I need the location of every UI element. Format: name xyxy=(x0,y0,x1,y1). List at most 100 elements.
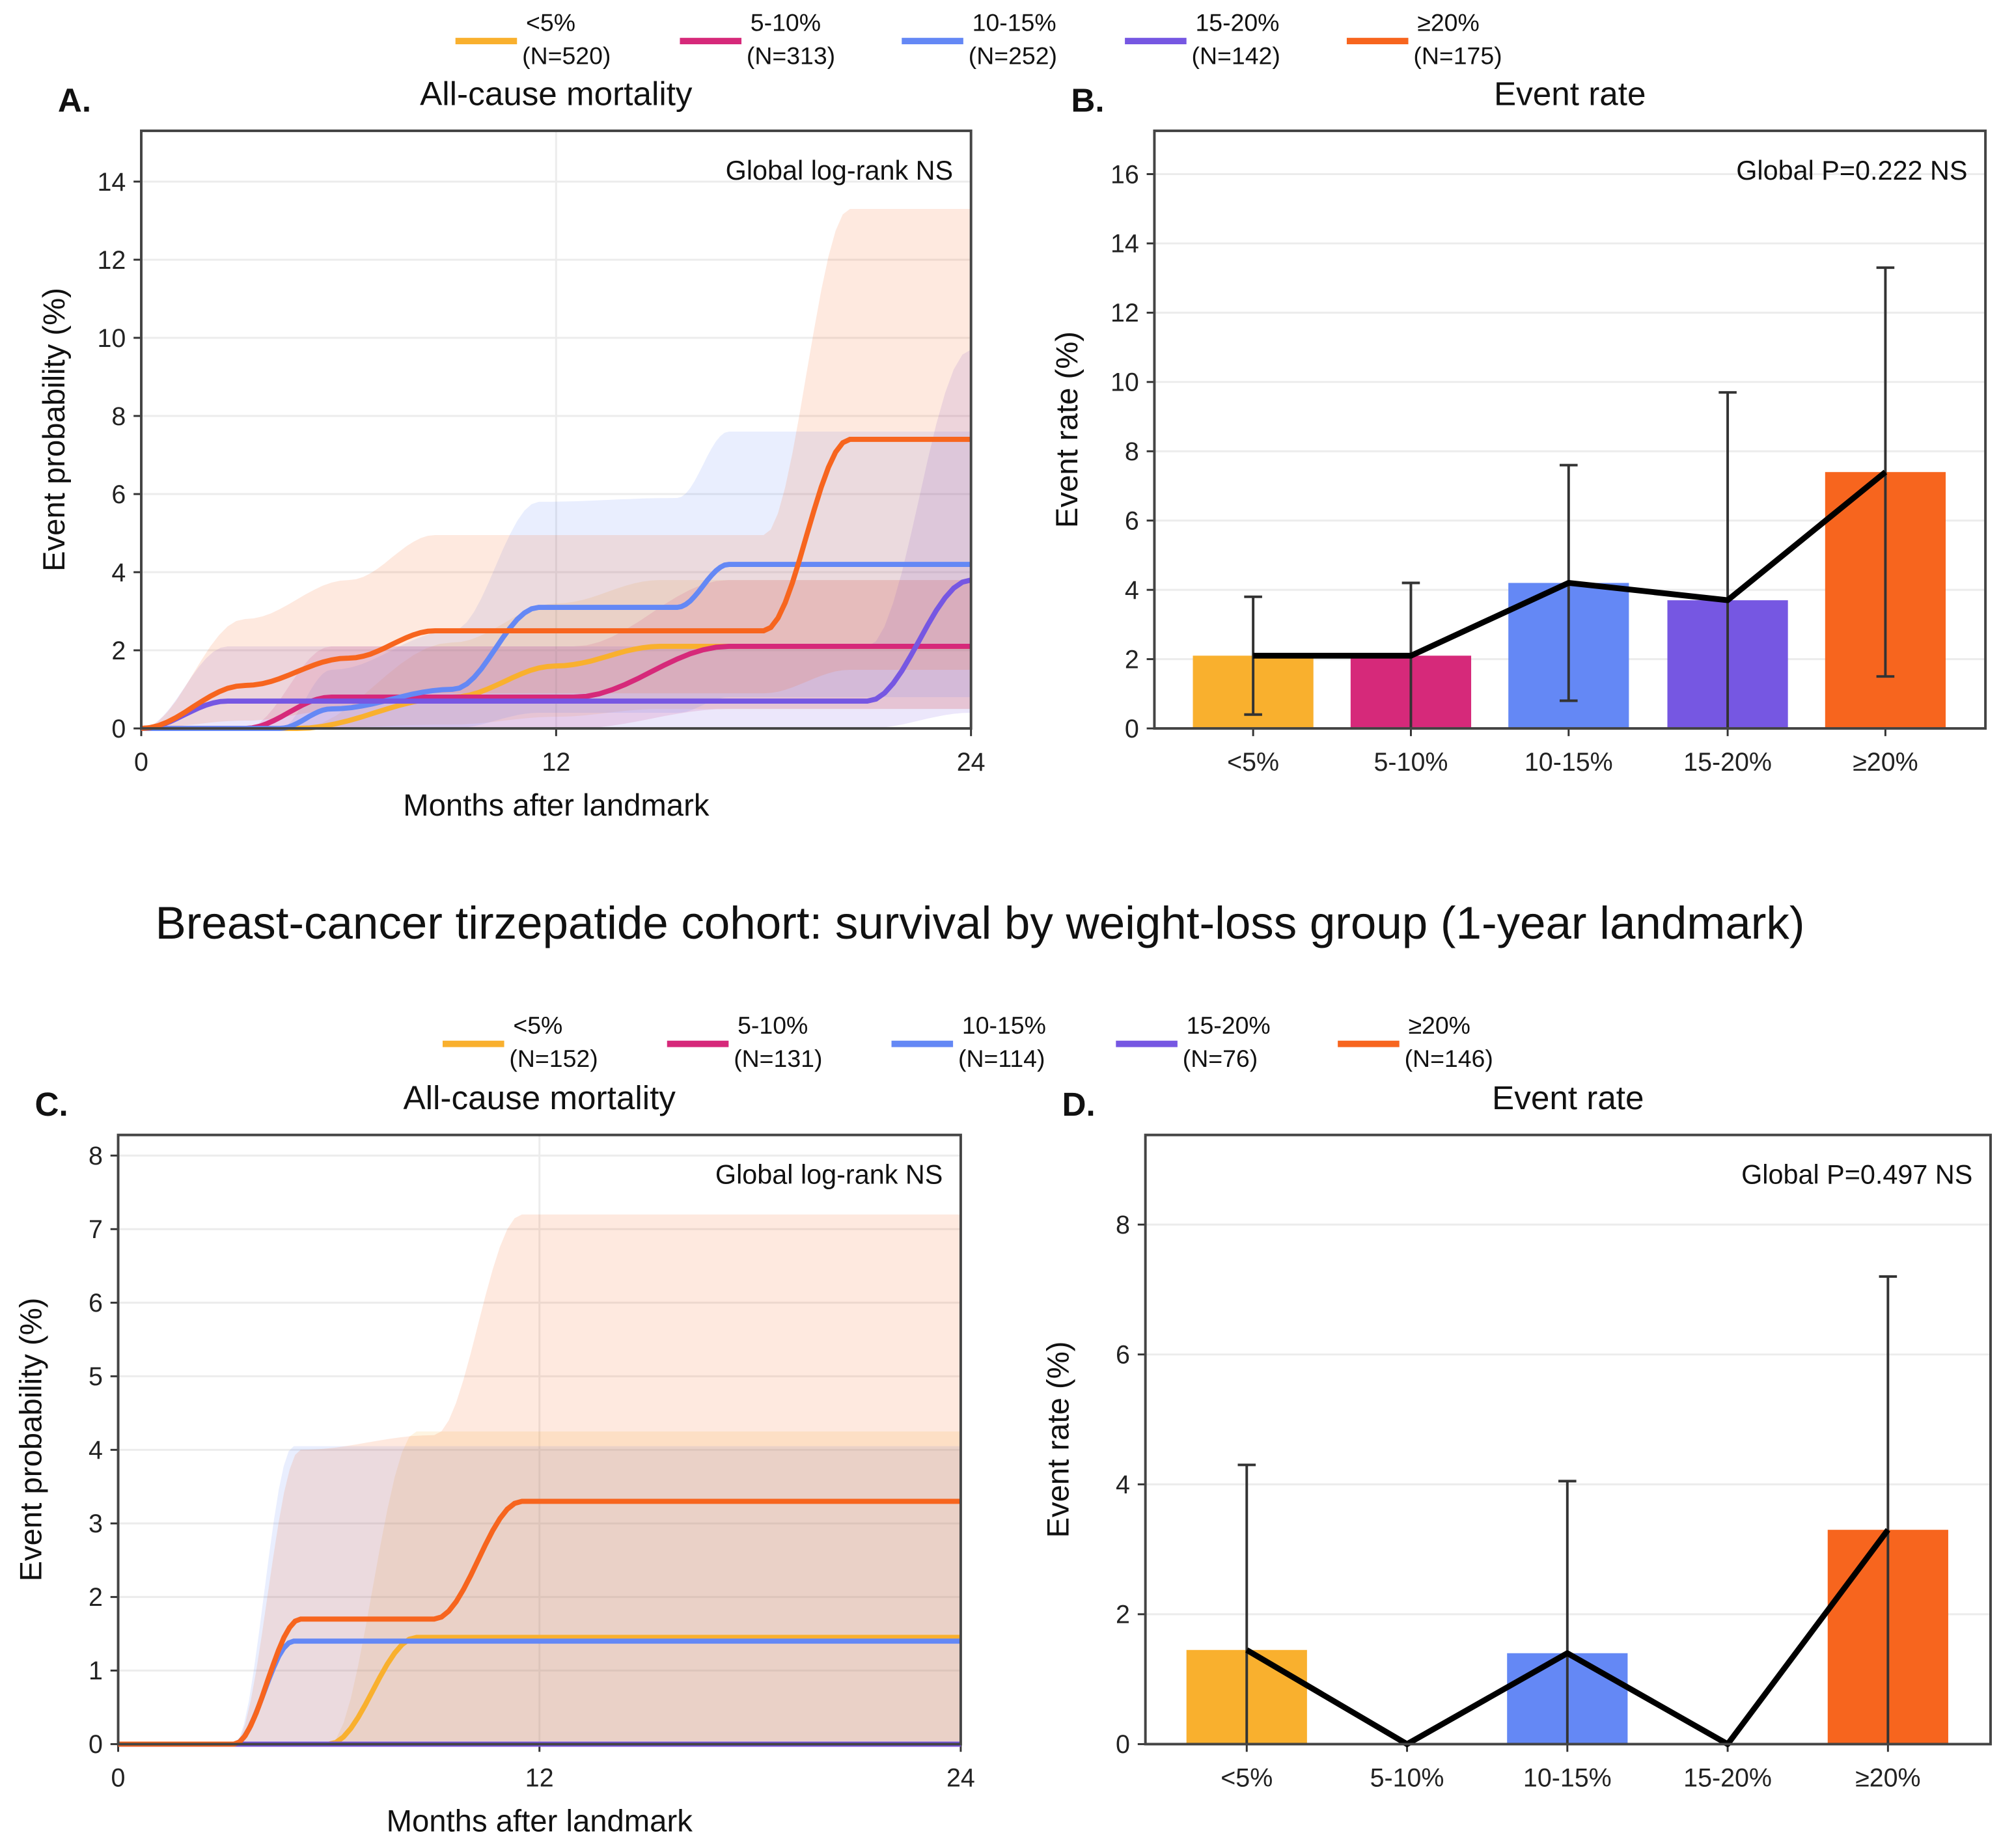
y-axis-label: Event rate (%) xyxy=(1050,331,1084,528)
y-tick-label: 0 xyxy=(89,1730,103,1759)
ci-band xyxy=(118,1431,961,1745)
ci-band xyxy=(141,580,971,729)
panel-b: 0 2 4 6 8 10 12 14 16 Event rate (%) Event rate B. <… xyxy=(1050,76,1987,777)
x-tick-label: <5% xyxy=(1227,748,1279,777)
y-tick-label: 6 xyxy=(89,1289,103,1317)
x-tick-label: <5% xyxy=(1221,1763,1273,1792)
ci-band xyxy=(141,580,971,729)
panel-letter: C. xyxy=(34,1086,68,1123)
y-tick-label: 14 xyxy=(98,168,126,197)
panel-letter: B. xyxy=(1071,81,1104,118)
x-tick-label: 0 xyxy=(111,1763,126,1792)
x-tick-label: 12 xyxy=(525,1763,554,1792)
y-tick-label: 10 xyxy=(1111,368,1139,397)
y-tick-label: 12 xyxy=(1111,299,1139,327)
legend-count: (N=520) xyxy=(522,42,611,70)
annotation: Global log-rank NS xyxy=(715,1159,943,1189)
y-tick-label: 8 xyxy=(1125,437,1139,466)
axes-frame xyxy=(1153,129,1987,730)
y-tick-label: 4 xyxy=(89,1436,103,1465)
x-tick-label: 24 xyxy=(946,1763,975,1792)
suptitle: Breast-cancer tirzepatide cohort: surviv… xyxy=(155,898,1804,949)
ci-band xyxy=(141,431,971,729)
ci-band xyxy=(118,1446,961,1745)
x-axis-label: Months after landmark xyxy=(403,788,710,823)
legend-label: 15-20% xyxy=(1187,1012,1271,1039)
y-tick-label: 8 xyxy=(1116,1211,1130,1239)
y-tick-label: 16 xyxy=(1111,160,1139,189)
x-tick-label: 10-15% xyxy=(1525,748,1613,777)
x-tick-label: 12 xyxy=(542,748,570,777)
x-tick-label: 5-10% xyxy=(1370,1763,1444,1792)
y-tick-label: 8 xyxy=(111,402,126,431)
trend-line xyxy=(1245,1528,1890,1747)
legend-count: (N=152) xyxy=(509,1045,598,1072)
y-tick-label: 3 xyxy=(89,1510,103,1538)
panel-letter: D. xyxy=(1062,1086,1096,1123)
y-tick-label: 6 xyxy=(1116,1341,1130,1370)
legend-label: 10-15% xyxy=(962,1012,1046,1039)
legend-count: (N=131) xyxy=(734,1045,822,1072)
legend-count: (N=175) xyxy=(1413,42,1502,70)
x-tick-label: 24 xyxy=(957,748,986,777)
x-tick-label: 15-20% xyxy=(1683,1763,1772,1792)
legend-label: <5% xyxy=(513,1012,562,1039)
x-tick-label: 10-15% xyxy=(1523,1763,1612,1792)
y-tick-label: 14 xyxy=(1111,230,1139,258)
panel-title: All-cause mortality xyxy=(404,1079,676,1116)
y-tick-label: 2 xyxy=(89,1583,103,1612)
legend-label: ≥20% xyxy=(1417,8,1479,36)
legend-count: (N=142) xyxy=(1192,42,1280,70)
y-tick-label: 5 xyxy=(89,1362,103,1391)
annotation: Global P=0.497 NS xyxy=(1741,1159,1972,1189)
y-tick-label: 6 xyxy=(1125,507,1139,536)
y-tick-label: 1 xyxy=(89,1657,103,1685)
legend-count: (N=146) xyxy=(1405,1045,1493,1072)
legend-label: 15-20% xyxy=(1195,8,1279,36)
legend-count: (N=252) xyxy=(969,42,1057,70)
panel-title: Event rate xyxy=(1492,1079,1644,1116)
y-axis-label: Event probability (%) xyxy=(14,1297,48,1581)
y-tick-label: 4 xyxy=(1125,576,1139,605)
y-tick-label: 0 xyxy=(1125,715,1139,743)
x-tick-label: ≥20% xyxy=(1853,748,1918,777)
legend-label: 5-10% xyxy=(738,1012,808,1039)
legend-label: 10-15% xyxy=(973,8,1056,36)
legend-label: ≥20% xyxy=(1409,1012,1470,1039)
y-tick-label: 2 xyxy=(1125,645,1139,674)
x-tick-label: 0 xyxy=(134,748,148,777)
x-tick-label: ≥20% xyxy=(1855,1763,1920,1792)
legend-count: (N=313) xyxy=(747,42,835,70)
y-tick-label: 0 xyxy=(111,715,126,743)
series-line xyxy=(141,437,971,731)
y-tick-label: 4 xyxy=(111,559,126,587)
panel-title: All-cause mortality xyxy=(420,76,693,113)
axes-frame xyxy=(1144,1133,1992,1746)
y-tick-label: 7 xyxy=(89,1215,103,1244)
trend-line xyxy=(1253,469,1888,659)
x-axis-label: Months after landmark xyxy=(387,1804,693,1838)
y-tick-label: 4 xyxy=(1116,1470,1130,1499)
legend-count: (N=76) xyxy=(1183,1045,1258,1072)
y-tick-label: 12 xyxy=(98,246,126,275)
y-tick-label: 2 xyxy=(111,637,126,665)
y-axis-label: Event probability (%) xyxy=(37,288,72,572)
axes-frame xyxy=(140,129,973,730)
x-tick-label: 5-10% xyxy=(1374,748,1448,777)
legend-count: (N=114) xyxy=(958,1045,1045,1072)
x-tick-label: 15-20% xyxy=(1683,748,1772,777)
y-tick-label: 6 xyxy=(111,480,126,509)
y-tick-label: 10 xyxy=(98,324,126,353)
y-axis-label: Event rate (%) xyxy=(1041,1341,1075,1538)
annotation: Global log-rank NS xyxy=(726,156,953,186)
ci-band xyxy=(141,208,971,729)
annotation: Global P=0.222 NS xyxy=(1736,156,1967,186)
axes-frame xyxy=(117,1133,962,1746)
panel-title: Event rate xyxy=(1494,76,1646,113)
legend-label: <5% xyxy=(526,8,575,36)
panel-letter: A. xyxy=(58,81,91,118)
legend-label: 5-10% xyxy=(751,8,821,36)
